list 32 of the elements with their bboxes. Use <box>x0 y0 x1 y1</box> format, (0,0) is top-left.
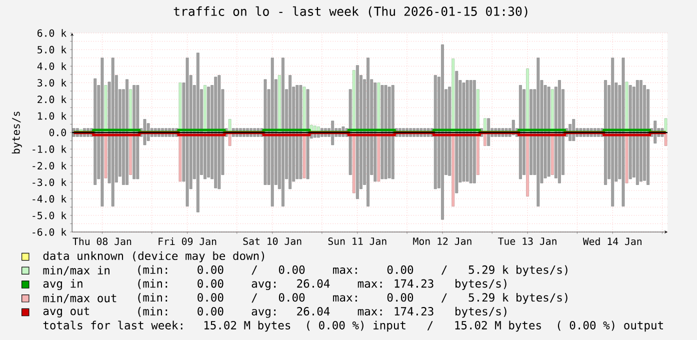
legend-label: min/max out <box>43 294 116 304</box>
x-tick-label: Tue 13 Jan <box>498 237 556 245</box>
legend-label: data unknown (device may be down) <box>43 251 264 262</box>
y-tick-label: -5.0 k <box>32 212 66 220</box>
x-tick-label: Wed 14 Jan <box>582 237 642 246</box>
y-tick-label: 1.0 k <box>38 112 66 120</box>
x-tick-label: Sat 10 Jan <box>243 237 302 245</box>
text: totals for last week: 15.02 M bytes ( 0.00 %) input / 15.02 M bytes ( 0.00 %) output <box>43 320 663 332</box>
text: (min: 0.00 / 0.00 max: 0.00 / 5.29 k bytes/s) <box>138 265 568 276</box>
chart-title: traffic on lo - last week (Thu 2026-01-15 01:30) <box>174 6 528 18</box>
text: (min: 0.00 avg: 26.04 max: 174.23 bytes/s) <box>138 306 506 318</box>
y-tick-label: -4.0 k <box>32 194 66 203</box>
y-tick-label: 6.0 k <box>38 29 66 37</box>
y-tick-label: 5.0 k <box>38 46 66 54</box>
y-tick-label: -1.0 k <box>32 145 66 153</box>
x-tick-label: Fri 09 Jan <box>158 237 216 246</box>
text: (min: 0.00 avg: 26.04 max: 174.23 bytes/s) <box>138 279 506 290</box>
y-tick-label: -2.0 k <box>32 162 66 170</box>
legend-label: min/max in <box>43 266 110 276</box>
y-tick-label: 0.0 <box>49 128 66 136</box>
text: (min: 0.00 / 0.00 max: 0.00 / 5.29 k bytes/s) <box>138 292 568 304</box>
legend-label: avg in <box>43 279 82 290</box>
y-tick-label: -3.0 k <box>32 178 66 186</box>
x-tick-label: Thu 08 Jan <box>72 237 132 246</box>
y-tick-label: 3.0 k <box>38 78 66 87</box>
y-axis-title: bytes/s <box>12 112 22 154</box>
y-tick-label: 4.0 k <box>37 62 66 70</box>
y-tick-label: 2.0 k <box>38 95 66 104</box>
y-tick-label: -6.0 k <box>32 228 66 236</box>
x-tick-label: Mon 12 Jan <box>413 237 472 245</box>
legend-label: avg out <box>43 307 90 318</box>
x-tick-label: Sun 11 Jan <box>328 237 386 245</box>
